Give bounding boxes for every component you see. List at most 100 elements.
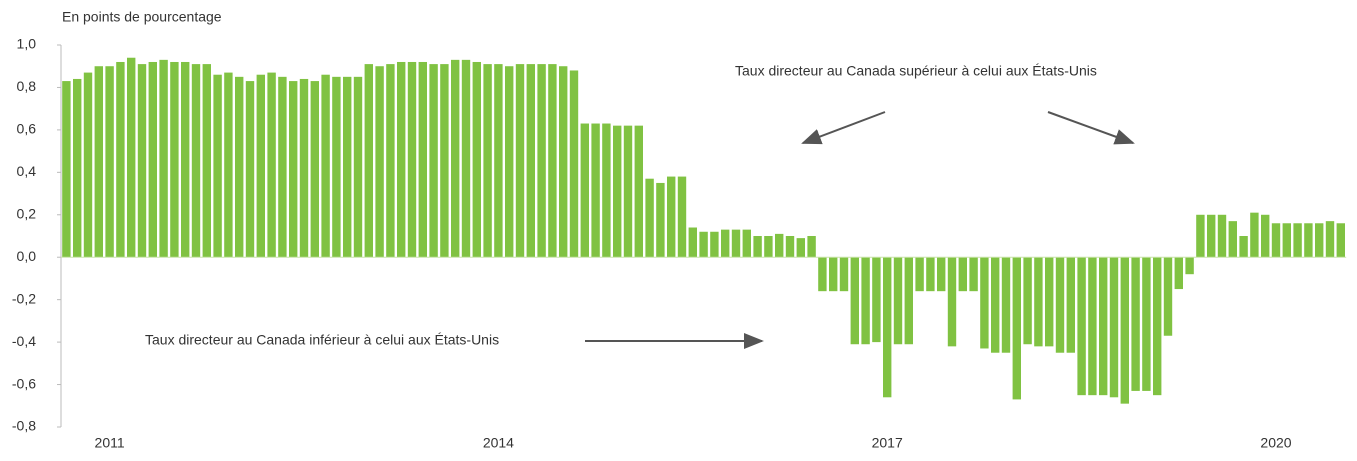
bar [1077, 257, 1086, 396]
y-axis-label: En points de pourcentage [62, 9, 222, 25]
bar [1109, 257, 1119, 398]
bar [645, 178, 654, 258]
bar [299, 78, 309, 258]
bar [1261, 214, 1270, 258]
bar [1120, 257, 1129, 404]
bar [980, 257, 989, 349]
y-tick-label: 0,8 [17, 78, 37, 94]
bar [461, 59, 471, 258]
bar [915, 257, 924, 292]
bar [440, 64, 449, 258]
bar [386, 64, 395, 258]
bar [937, 257, 946, 292]
bar [245, 81, 255, 258]
bar [321, 74, 330, 258]
bar [818, 257, 827, 292]
bar [613, 125, 622, 258]
bar [397, 61, 406, 258]
bar [537, 64, 546, 258]
bar [602, 123, 611, 258]
y-tick-label: 0,0 [17, 248, 37, 264]
bar [343, 76, 352, 258]
y-tick-label: 1,0 [17, 36, 37, 52]
bar [310, 81, 319, 258]
bar [969, 257, 978, 292]
bar [548, 64, 557, 258]
bar [1001, 257, 1011, 353]
bar [62, 81, 71, 258]
bar [580, 123, 589, 258]
bar [429, 64, 438, 258]
y-tick-label: -0,8 [12, 418, 36, 434]
bar [1250, 212, 1259, 258]
bar [191, 64, 201, 258]
bar [1207, 214, 1216, 258]
bar [256, 74, 265, 258]
bar [893, 257, 903, 345]
bar [807, 236, 816, 258]
bar [1023, 257, 1032, 345]
y-tick-label: 0,6 [17, 121, 37, 137]
bar [494, 64, 503, 258]
bar [224, 72, 233, 258]
bar [202, 64, 211, 258]
bar [159, 59, 168, 258]
bar [742, 229, 751, 258]
bar [332, 76, 341, 258]
bar [1282, 223, 1291, 258]
bar [116, 61, 125, 258]
bar [958, 257, 967, 292]
bar [353, 76, 363, 258]
bar [591, 123, 600, 258]
bar [1304, 223, 1313, 258]
bar [1012, 257, 1021, 400]
bar [634, 125, 643, 258]
bar [1055, 257, 1065, 353]
bar [872, 257, 881, 343]
bar [483, 64, 492, 258]
bar [656, 182, 665, 258]
bar [451, 59, 460, 258]
bar [1336, 223, 1345, 258]
x-tick-label: 2011 [95, 435, 125, 451]
bar [1271, 223, 1281, 258]
bar [1217, 214, 1227, 258]
annotation: Taux directeur au Canada supérieur à cel… [735, 63, 1097, 79]
bar [1293, 223, 1302, 258]
bar [699, 231, 708, 258]
bar [137, 64, 147, 258]
bar [1066, 257, 1075, 353]
bar [861, 257, 870, 345]
bar [1239, 236, 1248, 258]
bar [829, 257, 838, 292]
bar [170, 61, 179, 258]
bar [850, 257, 859, 345]
bar [883, 257, 892, 398]
y-tick-label: -0,4 [12, 333, 36, 349]
bar [127, 57, 136, 258]
annotation: Taux directeur au Canada inférieur à cel… [145, 332, 499, 348]
bar [375, 66, 384, 258]
y-tick-label: -0,2 [12, 290, 36, 306]
bar [1131, 257, 1140, 391]
bar [1325, 221, 1335, 258]
bar [623, 125, 633, 258]
bar [213, 74, 222, 258]
bar [83, 72, 93, 258]
bar [407, 61, 417, 258]
bar [559, 66, 568, 258]
bar [1045, 257, 1054, 347]
bar [1196, 214, 1205, 258]
bar [1142, 257, 1151, 391]
bar [1034, 257, 1043, 347]
bar [1163, 257, 1173, 336]
bar [505, 66, 514, 258]
bar [418, 61, 427, 258]
x-tick-label: 2017 [872, 435, 903, 451]
arrow [1047, 111, 1135, 145]
y-tick-label: -0,6 [12, 375, 36, 391]
bar [926, 257, 935, 292]
bar [764, 236, 773, 258]
y-tick-label: 0,2 [17, 205, 37, 221]
